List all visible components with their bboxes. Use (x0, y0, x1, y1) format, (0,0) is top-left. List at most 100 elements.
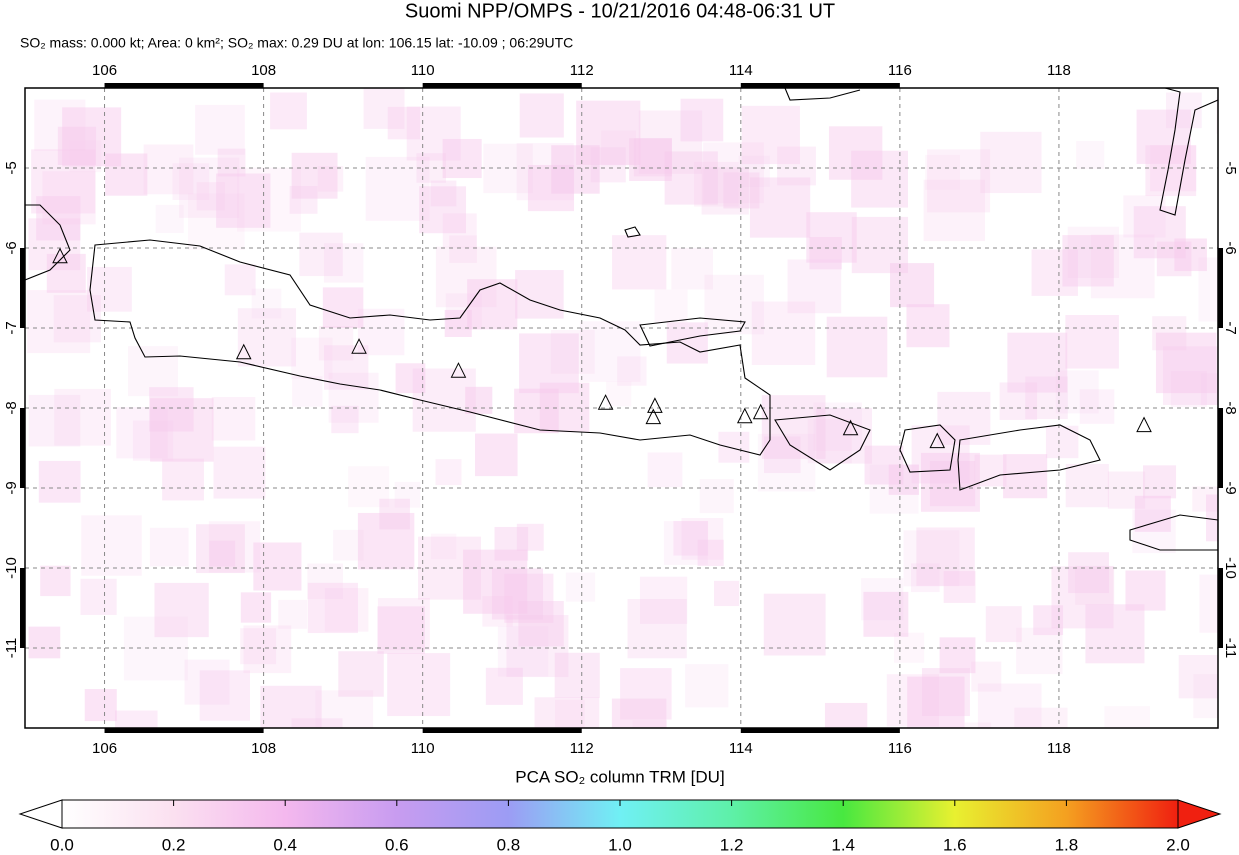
y-tick-label: -5 (1222, 161, 1239, 174)
background-patch (697, 539, 724, 566)
background-patch (1152, 316, 1187, 351)
background-patch (1055, 370, 1099, 414)
coast-lombok (899, 424, 956, 473)
background-patch (638, 110, 703, 174)
frame-bar (20, 568, 25, 648)
background-patch (38, 460, 81, 503)
background-patch (713, 580, 740, 607)
background-patch (1014, 707, 1068, 728)
background-patch (633, 138, 672, 177)
background-patch (1162, 346, 1218, 405)
background-patch (365, 156, 430, 221)
background-patch (1051, 566, 1114, 629)
background-patch (861, 578, 904, 621)
background-patch (442, 138, 482, 179)
background-patch (1065, 315, 1119, 369)
background-patch (123, 616, 188, 681)
background-patch (506, 615, 569, 678)
background-patch (551, 145, 600, 194)
background-patch (1031, 249, 1078, 296)
background-patch (270, 92, 307, 130)
x-tick-label: 112 (570, 740, 594, 757)
y-tick-label: -11 (1222, 638, 1239, 659)
background-patch (974, 454, 1007, 487)
background-patch (869, 464, 919, 514)
background-patch (576, 100, 641, 165)
background-patch (1104, 706, 1150, 728)
background-patch (916, 527, 975, 586)
background-patch (671, 247, 714, 290)
background-patch (387, 106, 421, 140)
x-tick-label: 112 (570, 62, 594, 79)
background-patch (699, 479, 734, 514)
background-patch (28, 218, 81, 271)
background-patch (494, 526, 529, 561)
x-tick-label: 114 (729, 62, 753, 79)
background-patch (741, 105, 800, 165)
background-patch (1025, 376, 1068, 420)
background-patch (317, 166, 344, 192)
background-patch (1166, 92, 1202, 129)
axes: 106 106 108 108 110 110 112 112 114 114 116 116 118 1… (3, 62, 1239, 757)
volcano-marker (645, 408, 662, 425)
x-tick-label: 108 (251, 740, 276, 757)
x-tick-label: 108 (251, 62, 276, 79)
background-patch (485, 667, 523, 705)
background-patch (46, 253, 86, 293)
background-patch (1067, 226, 1119, 279)
title: Suomi NPP/OMPS - 10/21/2016 04:48-06:31 … (405, 0, 835, 22)
background-patch (307, 582, 358, 634)
background-patch (69, 140, 102, 173)
x-tick-label: 114 (729, 740, 753, 757)
background-patch (162, 458, 204, 501)
volcano-marker (597, 394, 614, 410)
background-patch (419, 186, 467, 234)
background-patch (430, 180, 457, 207)
background-patch (738, 155, 770, 187)
background-patch (199, 670, 250, 721)
background-patch (36, 196, 81, 241)
background-patch (27, 290, 91, 354)
volcano-marker (52, 247, 68, 264)
background-patch (1198, 257, 1218, 322)
background-patch (1062, 235, 1114, 287)
x-tick-label: 110 (411, 740, 435, 757)
volcano-marker (842, 419, 859, 436)
background-patch (213, 446, 266, 499)
coast-java (89, 239, 771, 456)
background-patch (627, 598, 687, 659)
background-patch (406, 106, 461, 161)
background-patch (964, 722, 992, 728)
y-tick-label: -7 (3, 321, 20, 334)
background-patch (763, 436, 801, 474)
background-patch (977, 683, 1042, 728)
background-patch (84, 689, 117, 722)
background-patch (824, 702, 868, 728)
background-patch (1016, 627, 1063, 675)
colorbar-tick-label: 0.6 (385, 835, 409, 854)
coast-borneo (784, 88, 861, 101)
background-patch (514, 388, 559, 434)
background-patch (864, 445, 904, 485)
background-patch (1136, 109, 1191, 164)
volcano-marker (235, 343, 252, 360)
background-patch (971, 661, 1002, 692)
background-patch (516, 143, 574, 201)
background-patch (292, 376, 323, 407)
background-patch (1075, 565, 1115, 605)
x-tick-label: 106 (92, 740, 117, 757)
background-patch (338, 651, 384, 697)
coast-bawean (624, 226, 641, 238)
y-tick-label: -9 (1222, 481, 1239, 494)
colorbar-tick-label: 0.8 (497, 835, 521, 854)
background-patch (449, 235, 477, 263)
background-patch (816, 407, 873, 464)
background-patch (348, 466, 390, 508)
background-patch (612, 235, 667, 290)
background-patch (208, 521, 261, 573)
background-patch (888, 464, 920, 495)
background-patch (1200, 373, 1218, 406)
coast-bali (774, 414, 871, 471)
volcanoes (52, 247, 1152, 449)
